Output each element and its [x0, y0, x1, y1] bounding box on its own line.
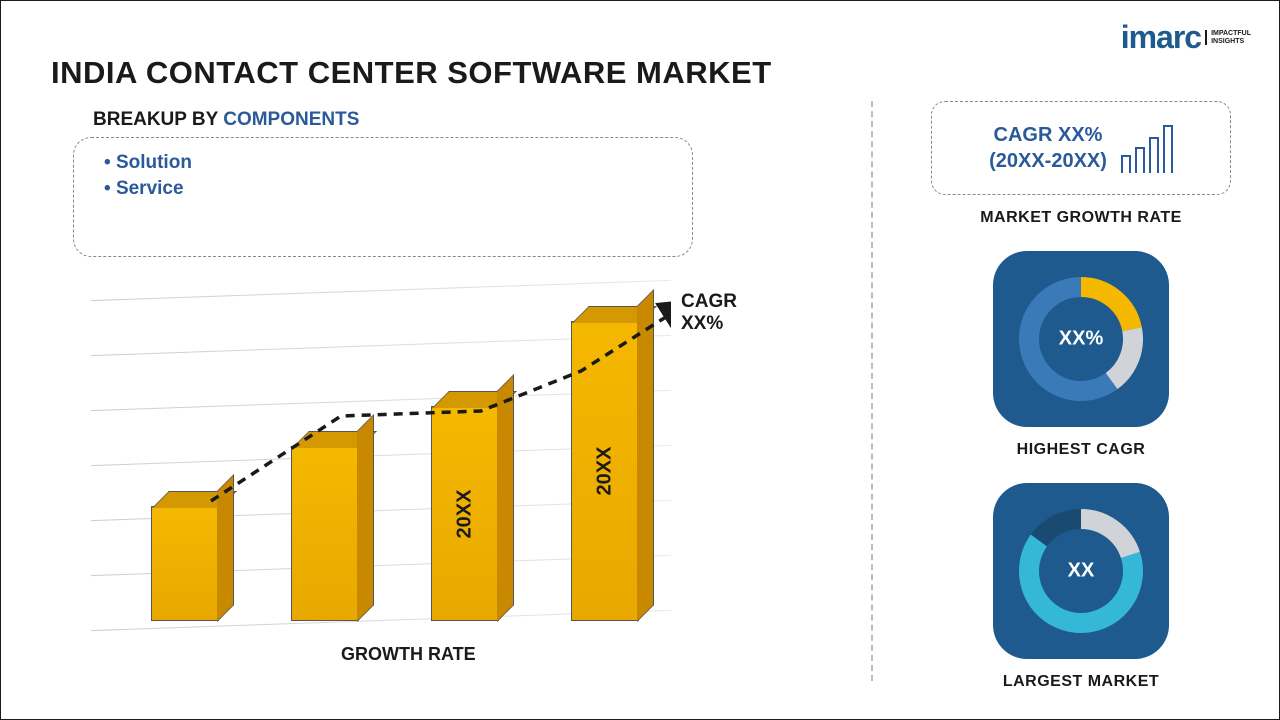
- logo-text: imarc: [1121, 19, 1201, 56]
- chart-axis-label: GROWTH RATE: [341, 644, 476, 665]
- brand-logo: imarc IMPACTFUL INSIGHTS: [1121, 19, 1251, 56]
- components-box: SolutionService: [73, 137, 693, 257]
- growth-chart: 20XX20XX CAGR XX% GROWTH RATE: [91, 291, 731, 661]
- highest-cagr-tile: XX%: [993, 251, 1169, 427]
- cagr-annotation: CAGR XX%: [681, 291, 737, 335]
- logo-tagline: IMPACTFUL INSIGHTS: [1205, 30, 1251, 45]
- largest-market-tile: XX: [993, 483, 1169, 659]
- donut-chart-2: XX: [1016, 506, 1146, 636]
- components-list: SolutionService: [104, 152, 662, 200]
- market-growth-label: MARKET GROWTH RATE: [921, 209, 1241, 227]
- mini-bar-icon: [1121, 123, 1173, 173]
- vertical-divider: [871, 101, 873, 681]
- highest-cagr-label: HIGHEST CAGR: [921, 441, 1241, 459]
- largest-market-label: LARGEST MARKET: [921, 673, 1241, 691]
- cagr-summary-box: CAGR XX% (20XX-20XX): [931, 101, 1231, 195]
- cagr-summary-text: CAGR XX% (20XX-20XX): [989, 122, 1107, 174]
- breakup-heading: BREAKUP BY COMPONENTS: [93, 109, 359, 131]
- donut-chart-1: XX%: [1016, 274, 1146, 404]
- page-title: INDIA CONTACT CENTER SOFTWARE MARKET: [51, 55, 772, 91]
- right-panel: CAGR XX% (20XX-20XX) MARKET GROWTH RATE …: [921, 101, 1241, 691]
